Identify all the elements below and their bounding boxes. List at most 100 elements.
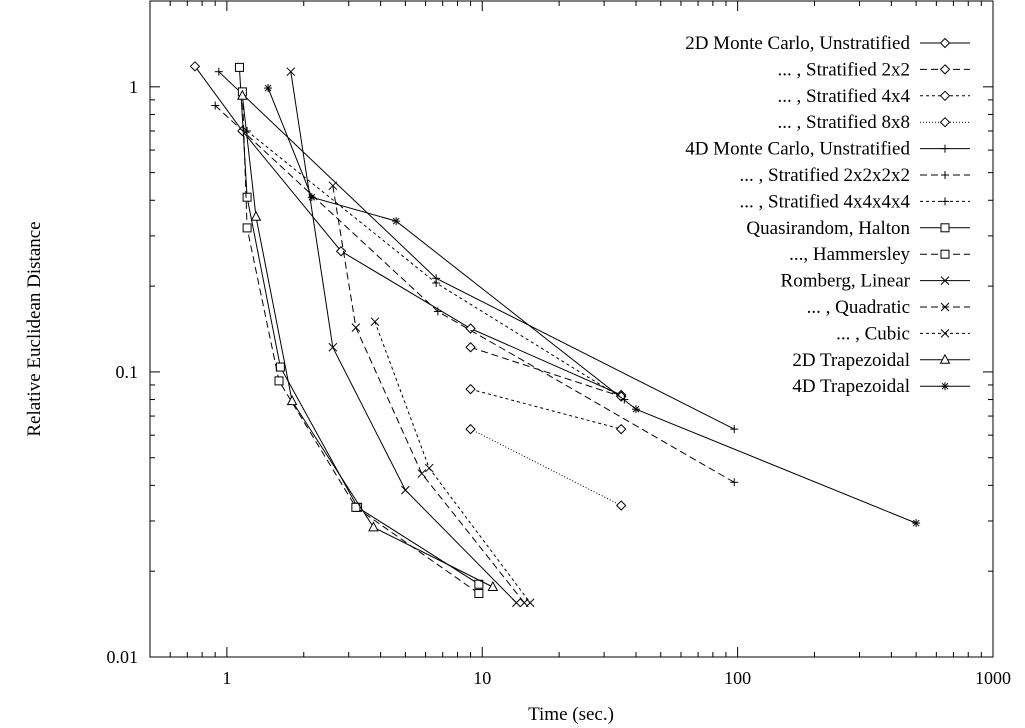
legend-marker [940, 276, 950, 285]
data-point [189, 61, 201, 72]
data-point [274, 376, 284, 386]
y-tick-label: 0.1 [116, 362, 139, 382]
series-line [241, 91, 480, 594]
legend-label: Quasirandom, Halton [746, 218, 910, 239]
plot-frame [149, 0, 994, 658]
data-point [465, 323, 476, 334]
legend-marker [940, 329, 950, 338]
series-line [214, 105, 735, 483]
data-point [242, 223, 252, 233]
data-point [417, 469, 427, 478]
data-point [465, 383, 476, 395]
data-point [730, 425, 739, 434]
legend-entry: 2D Monte Carlo, Unstratified [685, 33, 970, 54]
legend-entry: ... , Stratified 8x8 [778, 112, 970, 133]
legend: 2D Monte Carlo, Unstratified ... , Strati… [685, 33, 970, 397]
series-line [332, 185, 525, 604]
legend-marker [941, 197, 949, 206]
data-point [730, 478, 739, 487]
legend-marker [940, 249, 950, 259]
legend-marker [941, 144, 949, 153]
legend-label: 2D Monte Carlo, Unstratified [685, 33, 910, 54]
series-13 [237, 89, 499, 592]
data-point [237, 89, 248, 100]
data-point [487, 580, 499, 592]
legend-marker [940, 223, 950, 233]
data-point [912, 519, 921, 528]
series-line [470, 388, 622, 430]
series-line [246, 130, 625, 400]
data-point [211, 101, 220, 110]
legend-marker [939, 90, 951, 102]
legend-marker [940, 302, 950, 312]
legend-label: ... , Stratified 4x4x4x4 [740, 191, 911, 212]
data-point [307, 193, 316, 202]
series-7 [243, 126, 629, 404]
legend-label: ..., Hammersley [789, 244, 910, 265]
data-point [351, 502, 361, 512]
legend-label: Romberg, Linear [781, 271, 911, 292]
series-2 [465, 342, 627, 402]
x-tick-label: 10 [473, 668, 491, 688]
data-point [242, 192, 252, 202]
series-10 [286, 67, 521, 608]
legend-entry: ... , Stratified 2x2x2x2 [740, 165, 970, 186]
series-5 [214, 67, 739, 434]
legend-label: ... , Stratified 4x4 [778, 86, 911, 107]
series-8 [234, 62, 484, 589]
legend-label: ... , Cubic [836, 323, 910, 344]
x-tick-label: 100 [724, 668, 751, 688]
data-point [250, 210, 262, 221]
legend-label: 4D Monte Carlo, Unstratified [685, 139, 910, 160]
series-4 [465, 423, 627, 511]
ticks-layer: 1 10 100 1000 0.01 0.1 1 [107, 0, 1011, 688]
data-point [432, 279, 441, 288]
data-point [286, 395, 298, 406]
data-point [465, 423, 476, 435]
legend-entry: 4D Monte Carlo, Unstratified [685, 139, 970, 160]
data-point [214, 67, 223, 76]
y-tick-label: 0.01 [107, 647, 139, 667]
legend-entry: ... , Cubic [836, 323, 970, 344]
y-axis-title: Relative Euclidean Distance [24, 221, 45, 436]
data-point [328, 181, 338, 191]
data-point [370, 317, 380, 327]
data-point [615, 423, 627, 435]
data-point [392, 217, 401, 226]
data-point [511, 598, 521, 608]
legend-entry: 4D Trapezoidal [792, 376, 970, 397]
series-line [374, 321, 531, 603]
data-point [525, 598, 535, 608]
legend-entry: Romberg, Linear [781, 271, 970, 292]
data-point [328, 342, 338, 352]
legend-label: ... , Stratified 2x2 [778, 59, 910, 80]
legend-label: ... , Stratified 8x8 [778, 112, 910, 133]
x-axis-title: Time (sec.) [528, 704, 614, 725]
series-3 [465, 383, 627, 435]
legend-entry: ... , Quadratic [807, 297, 970, 318]
legend-entry: 2D Trapezoidal [792, 350, 970, 371]
legend-label: 4D Trapezoidal [792, 376, 910, 397]
series-line [218, 71, 735, 430]
data-point [474, 589, 484, 599]
legend-entry: ... , Stratified 4x4 [778, 86, 970, 107]
x-tick-label: 1000 [975, 668, 1011, 688]
legend-marker [941, 171, 949, 179]
legend-marker [939, 64, 951, 75]
series-line [470, 346, 622, 397]
legend-marker [941, 382, 949, 391]
series-9 [237, 87, 484, 599]
series-line [470, 428, 622, 506]
legend-marker [939, 37, 951, 49]
series-layer [189, 61, 921, 608]
data-point [465, 342, 476, 353]
y-tick-label: 1 [129, 77, 138, 97]
data-point [335, 246, 347, 257]
series-12 [370, 317, 535, 608]
legend-label: ... , Stratified 2x2x2x2 [740, 165, 910, 186]
x-tick-label: 1 [222, 668, 231, 688]
data-point [264, 84, 273, 93]
series-6 [211, 101, 739, 487]
data-point [632, 405, 641, 414]
